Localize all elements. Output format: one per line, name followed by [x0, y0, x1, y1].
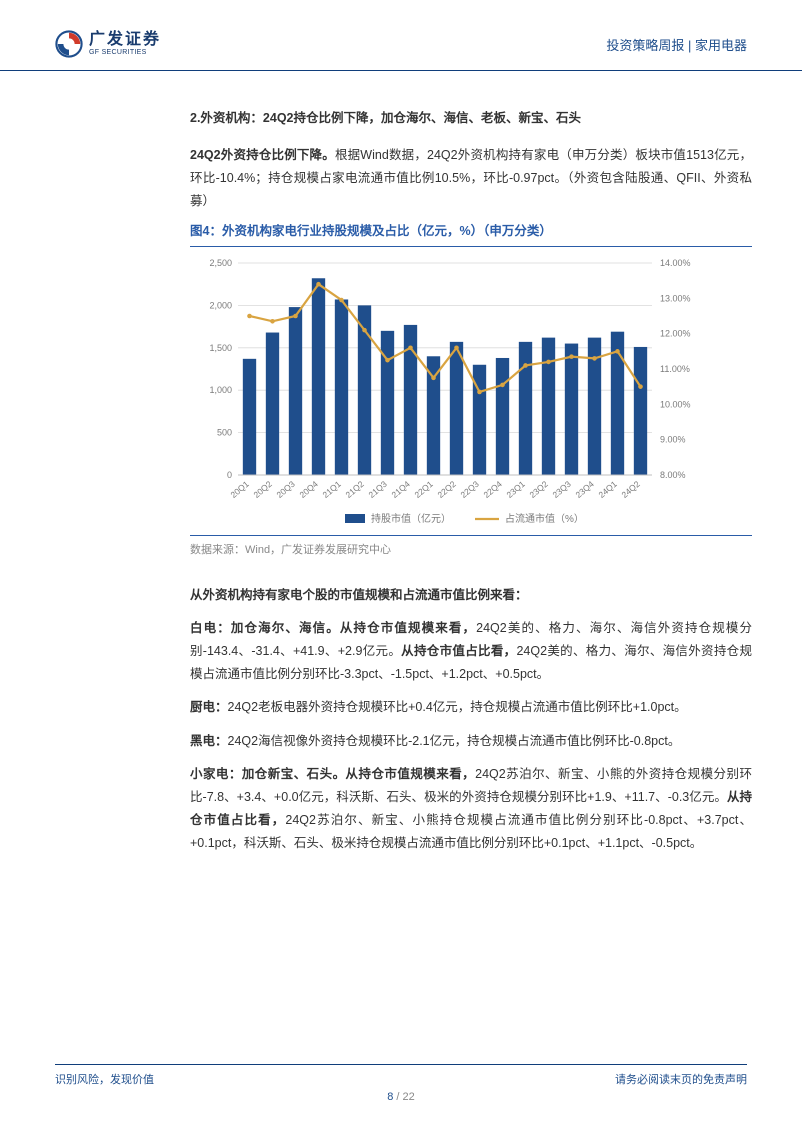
svg-text:0: 0 — [227, 470, 232, 480]
svg-text:22Q3: 22Q3 — [458, 478, 481, 499]
svg-text:21Q3: 21Q3 — [366, 478, 389, 499]
content-area: 2.外资机构：24Q2持仓比例下降，加仓海尔、海信、老板、新宝、石头 24Q2外… — [0, 71, 802, 855]
page-footer: 识别风险，发现价值 请务必阅读末页的免责声明 8 / 22 — [55, 1064, 747, 1103]
bg-body: 24Q2海信视像外资持仓规模环比-2.1亿元，持仓规模占流通市值比例环比-0.8… — [228, 734, 681, 748]
svg-text:23Q4: 23Q4 — [573, 478, 596, 499]
svg-text:23Q3: 23Q3 — [550, 478, 573, 499]
kt-body: 24Q2老板电器外资持仓规模环比+0.4亿元，持仓规模占流通市值比例环比+1.0… — [228, 700, 687, 714]
figure-caption: 图4：外资机构家电行业持股规模及占比（亿元，%）（申万分类） — [190, 220, 752, 247]
header-category: 投资策略周报 | 家用电器 — [606, 35, 747, 54]
svg-text:24Q1: 24Q1 — [596, 478, 619, 499]
svg-text:20Q2: 20Q2 — [251, 478, 274, 499]
svg-text:20Q3: 20Q3 — [274, 478, 297, 499]
svg-text:1,500: 1,500 — [209, 342, 232, 352]
svg-text:24Q2: 24Q2 — [619, 478, 642, 499]
intro-lead: 24Q2外资持仓比例下降。 — [190, 148, 335, 162]
svg-text:21Q1: 21Q1 — [320, 478, 343, 499]
svg-text:11.00%: 11.00% — [660, 364, 690, 374]
logo-text: 广发证券 GF SECURITIES — [89, 31, 161, 56]
svg-text:13.00%: 13.00% — [660, 293, 691, 303]
data-source: 数据来源：Wind，广发证券发展研究中心 — [190, 535, 752, 564]
svg-text:占流通市值（%）: 占流通市值（%） — [505, 512, 584, 525]
svg-text:23Q2: 23Q2 — [527, 478, 550, 499]
svg-text:500: 500 — [217, 427, 232, 437]
page-total: / 22 — [393, 1091, 414, 1103]
svg-text:10.00%: 10.00% — [660, 399, 691, 409]
svg-text:20Q4: 20Q4 — [297, 478, 320, 499]
svg-text:23Q1: 23Q1 — [504, 478, 527, 499]
logo-en: GF SECURITIES — [89, 49, 161, 57]
footer-right: 请务必阅读末页的免责声明 — [615, 1071, 747, 1087]
para-small-appliance: 小家电：加仓新宝、石头。从持仓市值规模来看，24Q2苏泊尔、新宝、小熊的外资持仓… — [190, 763, 752, 856]
footer-row: 识别风险，发现价值 请务必阅读末页的免责声明 — [55, 1071, 747, 1087]
svg-text:12.00%: 12.00% — [660, 328, 691, 338]
intro-paragraph: 24Q2外资持仓比例下降。根据Wind数据，24Q2外资机构持有家电（申万分类）… — [190, 144, 752, 213]
para-kitchen: 厨电：24Q2老板电器外资持仓规模环比+0.4亿元，持仓规模占流通市值比例环比+… — [190, 696, 752, 719]
svg-text:22Q4: 22Q4 — [481, 478, 504, 499]
bg-lead: 黑电： — [190, 734, 228, 748]
kt-lead: 厨电： — [190, 700, 228, 714]
gf-logo-icon — [55, 30, 83, 58]
page-header: 广发证券 GF SECURITIES 投资策略周报 | 家用电器 — [0, 0, 802, 71]
svg-text:8.00%: 8.00% — [660, 470, 686, 480]
para-white-goods: 白电：加仓海尔、海信。从持仓市值规模来看，24Q2美的、格力、海尔、海信外资持仓… — [190, 617, 752, 686]
wg-lead: 白电：加仓海尔、海信。从持仓市值规模来看， — [190, 621, 476, 635]
wg-bold2: 从持仓市值占比看， — [401, 644, 516, 658]
page-number: 8 / 22 — [55, 1091, 747, 1103]
svg-text:20Q1: 20Q1 — [228, 478, 251, 499]
svg-text:22Q1: 22Q1 — [412, 478, 435, 499]
svg-text:持股市值（亿元）: 持股市值（亿元） — [371, 512, 451, 525]
sa-lead: 小家电：加仓新宝、石头。从持仓市值规模来看， — [190, 767, 475, 781]
bar-line-chart: 0 500 1,000 1,500 2,000 2,500 8.00% 9.00% 10.00%… — [190, 253, 710, 533]
para-black-goods: 黑电：24Q2海信视像外资持仓规模环比-2.1亿元，持仓规模占流通市值比例环比-… — [190, 730, 752, 753]
logo: 广发证券 GF SECURITIES — [55, 30, 161, 58]
svg-text:2,500: 2,500 — [209, 258, 232, 268]
footer-left: 识别风险，发现价值 — [55, 1071, 154, 1087]
svg-text:21Q4: 21Q4 — [389, 478, 412, 499]
chart-container: 0 500 1,000 1,500 2,000 2,500 8.00% 9.00% 10.00%… — [190, 253, 710, 533]
svg-text:21Q2: 21Q2 — [343, 478, 366, 499]
svg-text:1,000: 1,000 — [209, 385, 232, 395]
logo-cn: 广发证券 — [89, 31, 161, 49]
section-title: 2.外资机构：24Q2持仓比例下降，加仓海尔、海信、老板、新宝、石头 — [190, 107, 752, 130]
svg-text:9.00%: 9.00% — [660, 434, 686, 444]
svg-text:14.00%: 14.00% — [660, 258, 691, 268]
svg-text:22Q2: 22Q2 — [435, 478, 458, 499]
body-title: 从外资机构持有家电个股的市值规模和占流通市值比例来看： — [190, 584, 752, 607]
svg-text:2,000: 2,000 — [209, 300, 232, 310]
